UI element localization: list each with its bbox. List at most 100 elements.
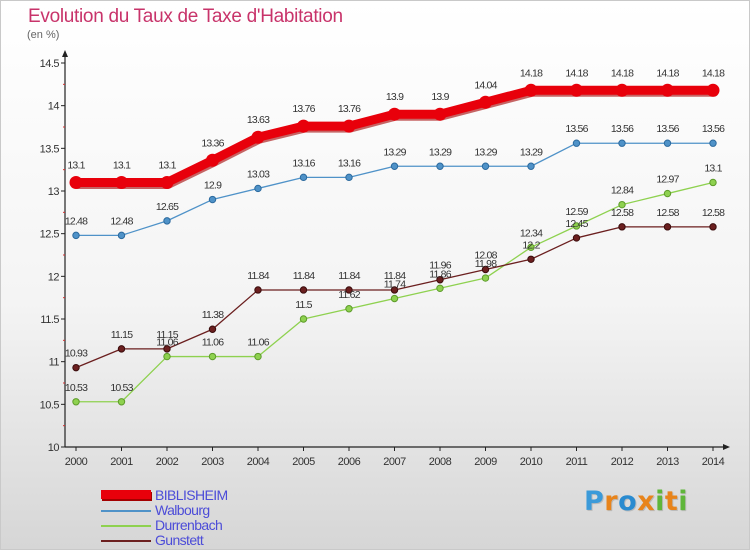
data-point (527, 162, 535, 170)
data-label: 12.84 (611, 185, 634, 197)
data-point (208, 352, 217, 361)
y-tick-label: 14.5 (40, 58, 60, 70)
data-point (163, 352, 171, 361)
data-label: 13.16 (292, 157, 315, 169)
data-point (299, 286, 308, 294)
data-point (297, 119, 310, 133)
data-point (527, 255, 535, 263)
data-point (615, 83, 629, 97)
data-point (436, 276, 444, 284)
data-point (663, 189, 672, 198)
data-point (709, 139, 717, 147)
data-label: 13.16 (338, 157, 361, 169)
data-point (390, 294, 399, 303)
data-label: 12.08 (474, 250, 497, 262)
x-tick-label: 2004 (247, 456, 270, 468)
logo-letter: i (655, 486, 665, 517)
legend-swatch (101, 510, 151, 512)
data-label: 11.38 (202, 309, 224, 321)
data-point (254, 184, 262, 193)
data-point (163, 217, 171, 225)
chart-unit-label: (en %) (27, 29, 60, 41)
data-label: 13.56 (565, 123, 588, 135)
data-label: 14.18 (520, 67, 543, 79)
data-point (390, 162, 399, 170)
x-tick-label: 2007 (383, 456, 406, 468)
data-point (436, 284, 444, 292)
legend-item: Durrenbach (101, 517, 321, 533)
data-point (254, 352, 262, 361)
data-point (390, 286, 399, 294)
data-label: 13.56 (702, 123, 725, 135)
data-label: 13.1 (704, 162, 722, 174)
y-tick-label: 10 (48, 442, 60, 454)
data-point (661, 83, 674, 97)
data-label: 11.5 (295, 299, 312, 311)
legend-item: BIBLISHEIM (101, 487, 321, 503)
data-label: 11.06 (156, 337, 178, 349)
data-point (160, 175, 174, 189)
logo-letter: P (584, 486, 605, 517)
legend-swatch (101, 525, 151, 527)
proxiti-logo: Proxiti (584, 486, 688, 517)
data-label: 12.48 (110, 215, 133, 227)
data-point (299, 315, 308, 323)
data-label: 11.98 (475, 258, 497, 270)
data-label: 13.56 (656, 123, 679, 135)
data-point (345, 173, 353, 182)
data-label: 13.76 (338, 103, 361, 115)
data-point (481, 162, 490, 170)
x-tick-label: 2012 (611, 456, 634, 468)
data-point (69, 175, 83, 189)
data-label: 13.9 (431, 91, 449, 103)
data-point (436, 162, 444, 170)
data-label: 11.84 (247, 270, 269, 282)
data-point (345, 305, 353, 313)
x-tick-label: 2006 (338, 456, 361, 468)
data-point (208, 325, 217, 333)
data-label: 10.93 (65, 348, 88, 360)
x-tick-label: 2002 (156, 456, 179, 468)
data-point (117, 231, 126, 240)
data-point (570, 83, 583, 97)
y-tick-label: 11 (49, 357, 60, 369)
x-tick-label: 2009 (474, 456, 497, 468)
data-label: 14.04 (474, 79, 497, 91)
data-point (524, 83, 538, 97)
x-tick-label: 2008 (429, 456, 452, 468)
data-point (251, 130, 265, 144)
data-point (345, 286, 353, 294)
data-point (663, 223, 672, 231)
data-point (572, 234, 581, 242)
data-label: 11.06 (247, 337, 269, 349)
data-label: 13.1 (113, 159, 131, 171)
x-tick-label: 2014 (702, 456, 725, 468)
x-tick-label: 2001 (110, 456, 133, 468)
legend-label: Durrenbach (155, 517, 223, 533)
y-tick-label: 12 (48, 271, 60, 283)
data-label: 13.56 (611, 123, 634, 135)
data-point (663, 139, 672, 147)
data-label: 10.53 (65, 382, 88, 394)
y-tick-label: 11.5 (40, 314, 59, 326)
legend-swatch (101, 540, 151, 542)
data-point (388, 107, 401, 121)
data-point (481, 265, 490, 274)
x-tick-label: 2011 (566, 456, 588, 468)
data-label: 13.1 (158, 159, 176, 171)
data-label: 11.62 (338, 289, 360, 301)
legend-label: Gunstett (155, 532, 204, 548)
data-label: 12.58 (611, 207, 634, 219)
logo-letter: o (618, 486, 638, 517)
data-label: 11.06 (202, 337, 224, 349)
data-label: 14.18 (702, 67, 725, 79)
y-tick-label: 14 (48, 101, 60, 113)
x-tick-label: 2000 (65, 456, 88, 468)
legend-label: Walbourg (155, 502, 210, 518)
data-label: 12.45 (565, 218, 588, 230)
data-point (163, 345, 171, 353)
data-label: 11.84 (293, 270, 315, 282)
data-point (618, 200, 626, 209)
x-tick-label: 2013 (656, 456, 679, 468)
data-point (618, 223, 626, 231)
